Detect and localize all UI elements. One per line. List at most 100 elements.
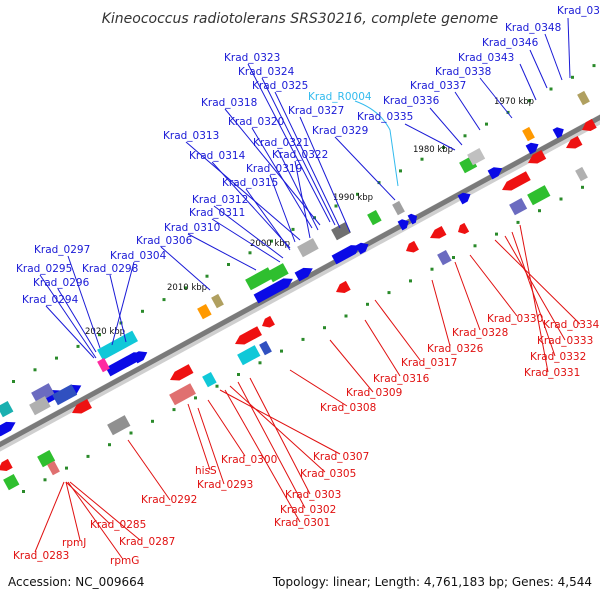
- gene-label[interactable]: Krad_0324: [238, 66, 295, 78]
- gene-label[interactable]: Krad_0325: [252, 80, 308, 92]
- callout-line: [431, 279, 451, 347]
- reverse-gene-arrow: [170, 364, 194, 381]
- reverse-gene-arrow-shape: [406, 240, 419, 253]
- reverse-gene-arrow: [235, 326, 262, 345]
- forward-gene-arrow-shape: [253, 278, 293, 304]
- gene-label[interactable]: Krad_0321: [253, 137, 309, 149]
- gene-label[interactable]: Krad_0283: [13, 550, 69, 562]
- forward-gene-box-shape: [245, 267, 274, 291]
- tick-mark: [334, 204, 338, 208]
- gene-label[interactable]: Krad_0322: [272, 149, 328, 161]
- gene-label[interactable]: Krad_0295: [16, 263, 72, 275]
- gene-label[interactable]: hisS: [195, 465, 217, 477]
- gene-label[interactable]: Krad_0310: [164, 222, 220, 234]
- gene-label[interactable]: Krad_0319: [246, 163, 302, 175]
- gene-label[interactable]: Krad_0314: [189, 150, 246, 162]
- gene-label[interactable]: Krad_0298: [82, 263, 138, 275]
- gene-label[interactable]: Krad_0329: [312, 125, 368, 137]
- gene-label[interactable]: Krad_0292: [141, 494, 197, 506]
- rna-label[interactable]: Krad_R0004: [308, 91, 372, 103]
- forward-gene-box-shape: [392, 200, 405, 216]
- gene-label[interactable]: rpmG: [110, 555, 139, 567]
- gene-label[interactable]: Krad_0312: [192, 194, 248, 206]
- tick-mark: [227, 263, 230, 266]
- reverse-gene-box: [3, 473, 20, 491]
- reverse-gene-arrow-shape: [458, 222, 470, 234]
- forward-gene-arrow: [253, 278, 293, 304]
- gene-label[interactable]: Krad_0337: [410, 80, 466, 92]
- gene-label[interactable]: Krad_0331: [524, 367, 580, 379]
- gene-label[interactable]: Krad_0297: [34, 244, 90, 256]
- tick-mark: [366, 302, 369, 306]
- tick-mark: [22, 490, 25, 493]
- gene-label[interactable]: Krad_0333: [537, 335, 593, 347]
- gene-label[interactable]: Krad_0330: [487, 313, 543, 325]
- gene-label[interactable]: Krad_0293: [197, 479, 253, 491]
- callout-line: [274, 91, 341, 229]
- callout-line: [187, 403, 211, 471]
- callout-line: [224, 389, 301, 523]
- forward-gene-arrow-shape: [552, 127, 564, 139]
- gene-label[interactable]: Krad_0308: [320, 402, 376, 414]
- gene-label[interactable]: Krad_0307: [313, 451, 369, 463]
- reverse-gene-box: [47, 460, 60, 476]
- genome-summary-text: Topology: linear; Length: 4,761,183 bp; …: [272, 575, 592, 589]
- gene-label[interactable]: Krad_0326: [427, 343, 484, 355]
- gene-label[interactable]: Krad_0300: [221, 454, 277, 466]
- tick-mark: [301, 337, 305, 341]
- tick-mark: [409, 279, 412, 283]
- gene-label[interactable]: Krad_0316: [373, 373, 430, 385]
- forward-gene-box: [97, 330, 138, 361]
- callout-line: [519, 224, 549, 373]
- callout-line: [494, 239, 581, 325]
- gene-label[interactable]: Krad_0320: [228, 116, 284, 128]
- callout-line: [211, 218, 281, 263]
- gene-label[interactable]: Krad_0305: [300, 468, 356, 480]
- reverse-gene-arrow: [0, 458, 13, 472]
- gene-label[interactable]: Krad_0287: [119, 536, 175, 548]
- callout-line: [567, 17, 571, 79]
- gene-label[interactable]: Krad_0285: [90, 519, 146, 531]
- gene-label[interactable]: Krad_0346: [482, 37, 539, 49]
- gene-label[interactable]: Krad_0343: [458, 52, 514, 64]
- gene-label[interactable]: Krad_0313: [163, 130, 219, 142]
- gene-label[interactable]: Krad_0306: [136, 235, 193, 247]
- gene-label[interactable]: Krad_0315: [222, 177, 278, 189]
- callout-line: [469, 254, 518, 317]
- gene-label[interactable]: Krad_0301: [274, 517, 330, 529]
- gene-label[interactable]: Krad_0304: [110, 250, 167, 262]
- gene-label[interactable]: Krad_0328: [452, 327, 508, 339]
- gene-label[interactable]: Krad_0349: [557, 5, 600, 17]
- tick-mark: [420, 157, 424, 161]
- gene-label[interactable]: Krad_0332: [530, 351, 586, 363]
- forward-gene-box-shape: [467, 148, 486, 166]
- gene-label[interactable]: Krad_0335: [357, 111, 413, 123]
- gene-label[interactable]: Krad_0336: [383, 95, 440, 107]
- callout-line: [67, 481, 123, 559]
- forward-gene-box: [97, 357, 110, 373]
- gene-label[interactable]: Krad_0311: [189, 207, 245, 219]
- gene-label[interactable]: Krad_0302: [280, 504, 336, 516]
- forward-gene-arrow: [487, 167, 503, 180]
- gene-label[interactable]: Krad_0294: [22, 294, 79, 306]
- reverse-gene-arrow-shape: [170, 364, 194, 381]
- gene-label[interactable]: Krad_0334: [543, 319, 600, 331]
- gene-label[interactable]: Krad_0323: [224, 52, 280, 64]
- gene-label[interactable]: rpmJ: [62, 537, 86, 549]
- gene-label[interactable]: Krad_0309: [346, 387, 402, 399]
- forward-gene-box: [245, 267, 274, 291]
- gene-label[interactable]: Krad_0317: [401, 357, 457, 369]
- callout-line: [39, 274, 97, 359]
- forward-gene-box: [577, 90, 590, 106]
- gene-label[interactable]: Krad_0318: [201, 97, 257, 109]
- kbp-mark: 1980 kbp: [413, 145, 453, 155]
- gene-label[interactable]: Krad_0327: [288, 105, 344, 117]
- gene-label[interactable]: Krad_0348: [505, 22, 561, 34]
- gene-label[interactable]: Krad_0296: [33, 277, 90, 289]
- callout-line: [404, 123, 456, 151]
- reverse-gene-arrow: [502, 171, 531, 191]
- tick-mark: [270, 239, 273, 243]
- gene-label[interactable]: Krad_0303: [285, 489, 341, 501]
- gene-label[interactable]: Krad_0338: [435, 66, 491, 78]
- reverse-gene-arrow-shape: [336, 280, 351, 294]
